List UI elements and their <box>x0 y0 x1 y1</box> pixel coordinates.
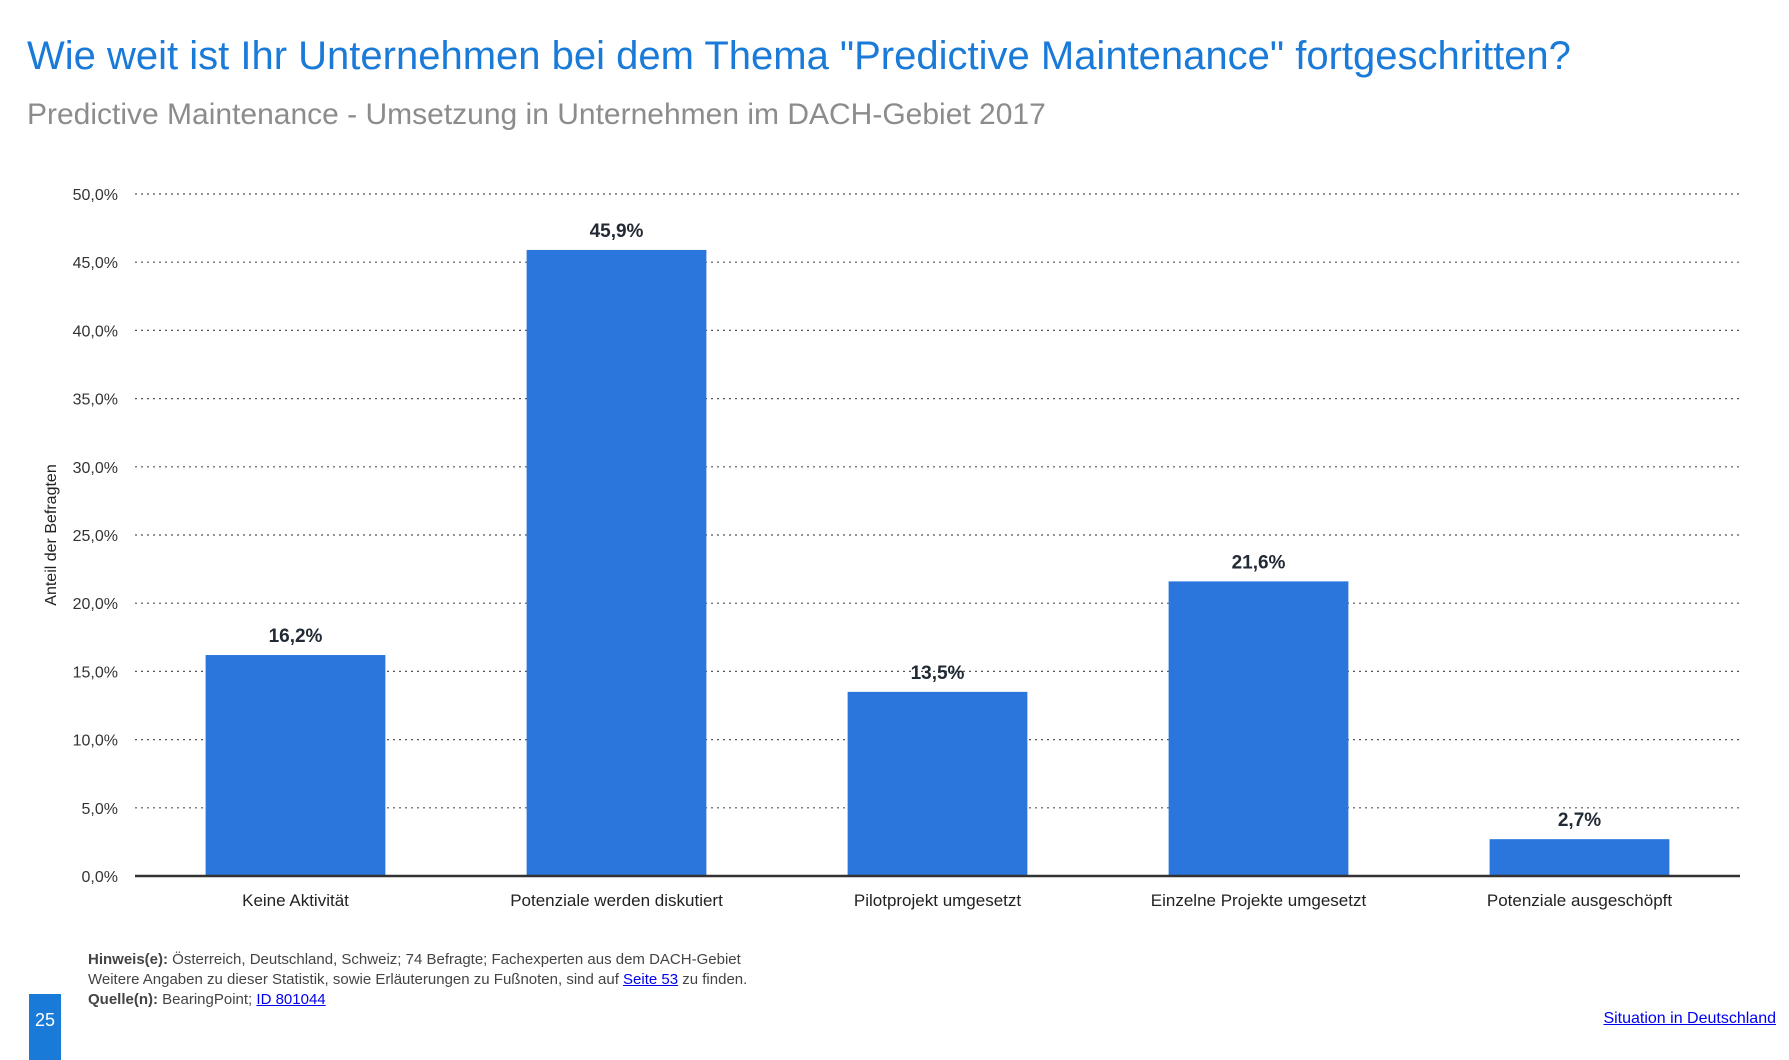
page-number: 25 <box>29 994 61 1060</box>
y-tick-label: 30,0% <box>73 460 118 477</box>
y-tick-label: 25,0% <box>73 528 118 545</box>
y-tick-label: 5,0% <box>82 801 118 818</box>
source-label: Quelle(n): <box>88 991 158 1008</box>
data-label: 13,5% <box>911 663 965 684</box>
y-tick-label: 45,0% <box>73 255 118 272</box>
more-info-suffix: zu finden. <box>678 971 748 988</box>
y-tick-label: 35,0% <box>73 392 118 409</box>
more-info-text: Weitere Angaben zu dieser Statistik, sow… <box>88 971 624 988</box>
statistic-id-link[interactable]: ID 801044 <box>256 991 326 1008</box>
chart-subtitle: Predictive Maintenance - Umsetzung in Un… <box>27 98 1046 131</box>
source-text: BearingPoint; <box>158 991 257 1008</box>
y-tick-label: 20,0% <box>73 596 118 613</box>
x-category-label: Einzelne Projekte umgesetzt <box>1151 891 1367 910</box>
y-tick-label: 40,0% <box>73 323 118 340</box>
hint-line: Hinweis(e): Österreich, Deutschland, Sch… <box>88 950 747 970</box>
bars <box>205 249 1670 876</box>
bar <box>205 655 386 876</box>
bar <box>526 249 707 876</box>
section-link[interactable]: Situation in Deutschland <box>1603 1010 1776 1027</box>
chart-title: Wie weit ist Ihr Unternehmen bei dem The… <box>27 34 1571 78</box>
bar <box>847 691 1028 876</box>
x-category-label: Pilotprojekt umgesetzt <box>854 891 1022 910</box>
data-label: 2,7% <box>1558 810 1601 831</box>
y-axis-title: Anteil der Befragten <box>43 464 60 605</box>
page-reference-link[interactable]: Seite 53 <box>623 971 679 988</box>
x-category-label: Potenziale werden diskutiert <box>510 891 723 910</box>
source-line: Quelle(n): BearingPoint; ID 801044 <box>88 990 747 1010</box>
x-category-label: Keine Aktivität <box>242 891 349 910</box>
bar <box>1168 581 1349 876</box>
y-axis-ticks: 0,0% 5,0% 10,0% 15,0% 20,0% 25,0% 30,0% 35,0% 40… <box>73 187 118 886</box>
x-axis-labels: Keine Aktivität Potenziale werden diskuti… <box>242 891 1672 910</box>
y-tick-label: 50,0% <box>73 187 118 204</box>
y-tick-label: 10,0% <box>73 733 118 750</box>
data-label: 21,6% <box>1232 552 1286 573</box>
y-tick-label: 15,0% <box>73 664 118 681</box>
data-label: 45,9% <box>590 221 644 242</box>
hint-label: Hinweis(e): <box>88 951 169 968</box>
x-category-label: Potenziale ausgeschöpft <box>1487 891 1673 910</box>
more-info-line: Weitere Angaben zu dieser Statistik, sow… <box>88 970 747 990</box>
footnotes: Hinweis(e): Österreich, Deutschland, Sch… <box>88 950 747 1010</box>
hint-text: Österreich, Deutschland, Schweiz; 74 Bef… <box>168 951 741 968</box>
bar <box>1489 839 1670 876</box>
y-tick-label: 0,0% <box>82 869 118 886</box>
data-label: 16,2% <box>269 626 323 647</box>
data-labels: 16,2% 45,9% 13,5% 21,6% 2,7% <box>269 221 1602 831</box>
bar-chart: 0,0% 5,0% 10,0% 15,0% 20,0% 25,0% 30,0% 35,0% 40… <box>43 187 1740 910</box>
